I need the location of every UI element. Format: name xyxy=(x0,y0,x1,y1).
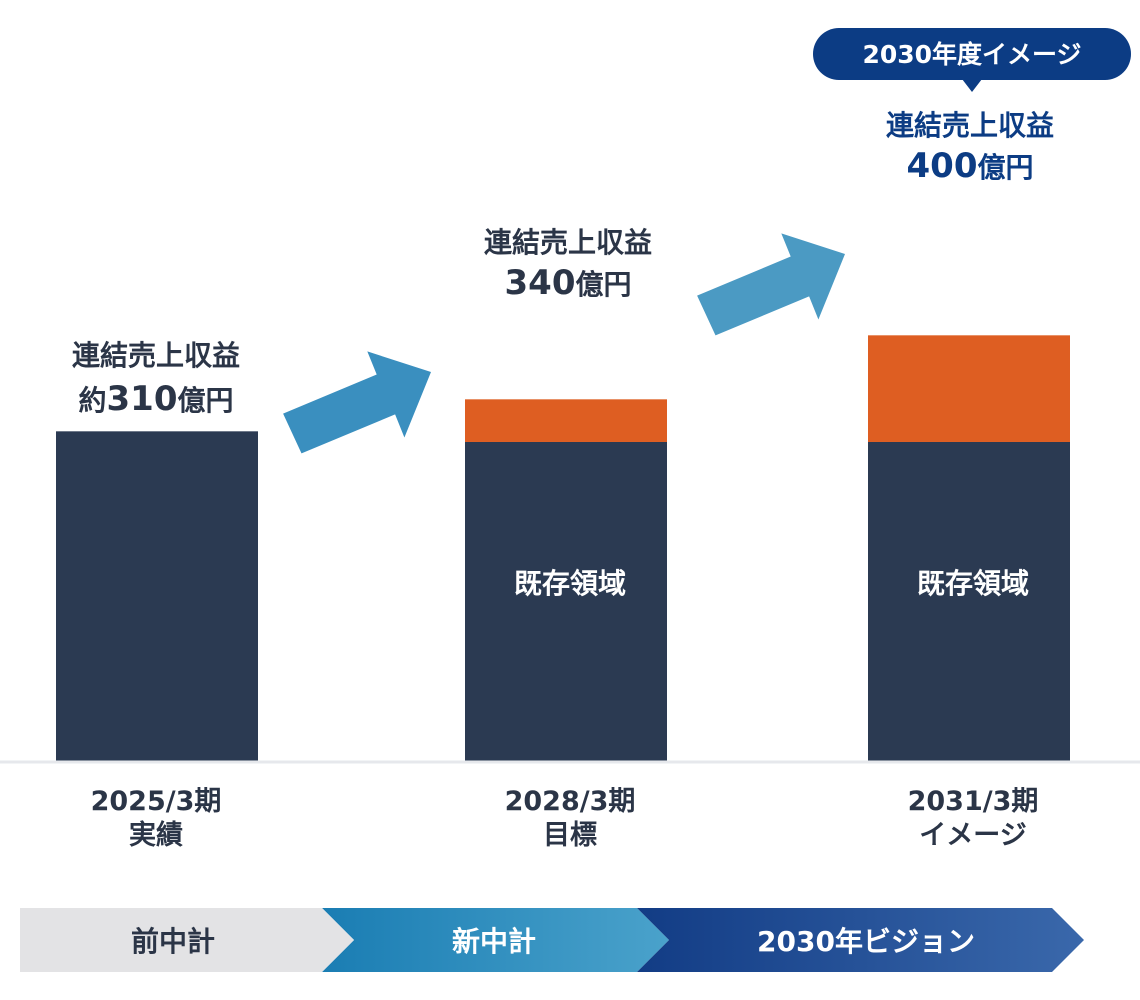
bar-new-2028 xyxy=(465,399,667,442)
callout-pointer xyxy=(962,79,982,92)
total-2031-number: 400 xyxy=(907,146,978,186)
category-label-2025-line2: 実績 xyxy=(129,819,183,851)
growth-arrow-2 xyxy=(697,233,845,336)
phase-banner: 前中計 新中計 2030年ビジョン xyxy=(20,908,1084,972)
total-label-2028-title: 連結売上収益 xyxy=(484,226,652,259)
segment-label-new-2028-line2: M&A xyxy=(533,361,607,394)
segment-label-new-2031-line1: 新領域 xyxy=(931,254,1015,287)
total-label-2031-title: 連結売上収益 xyxy=(886,109,1054,142)
total-label-2031-value: 400億円 xyxy=(907,146,1034,186)
total-2025-prefix: 約 xyxy=(78,384,106,417)
total-2025-unit: 億円 xyxy=(177,384,233,417)
total-label-2028-value: 340億円 xyxy=(505,263,632,303)
total-2025-number: 310 xyxy=(107,379,178,419)
phase-label-previous-plan: 前中計 xyxy=(131,925,215,958)
category-label-2031-line2: イメージ xyxy=(919,820,1026,851)
phase-segment-vision xyxy=(637,908,1084,972)
segment-label-existing-2031: 既存領域 xyxy=(917,567,1029,600)
bar-existing-2028 xyxy=(465,441,667,762)
bar-new-2031 xyxy=(868,335,1070,442)
segment-label-new-2031-line2: M&A xyxy=(936,289,1010,322)
bar-existing-2031 xyxy=(868,441,1070,762)
total-2028-unit: 億円 xyxy=(575,268,631,301)
phase-label-vision: 2030年ビジョン xyxy=(757,925,975,958)
category-label-2028-line1: 2028/3期 xyxy=(505,786,636,817)
phase-segment-previous-plan xyxy=(20,908,354,972)
category-label-2031-line1: 2031/3期 xyxy=(908,786,1039,817)
growth-arrow-1 xyxy=(283,351,431,454)
total-label-2025-value: 約310億円 xyxy=(78,379,233,419)
category-label-2028-line2: 目標 xyxy=(543,820,597,851)
callout-bubble xyxy=(813,28,1131,80)
segment-label-new-2028-line1: 新領域 xyxy=(528,326,612,359)
bar-existing-2025 xyxy=(56,431,258,762)
callout-2030: 2030年度イメージ xyxy=(813,28,1131,92)
category-label-2025-line1: 2025/3期 xyxy=(91,786,222,817)
callout-text: 2030年度イメージ xyxy=(862,40,1081,69)
total-label-2025-title: 連結売上収益 xyxy=(72,339,240,372)
total-2031-unit: 億円 xyxy=(977,151,1033,184)
phase-segment-new-plan xyxy=(322,908,669,972)
phase-label-new-plan: 新中計 xyxy=(452,925,536,958)
total-2028-number: 340 xyxy=(505,263,576,303)
segment-label-existing-2028: 既存領域 xyxy=(514,567,626,600)
